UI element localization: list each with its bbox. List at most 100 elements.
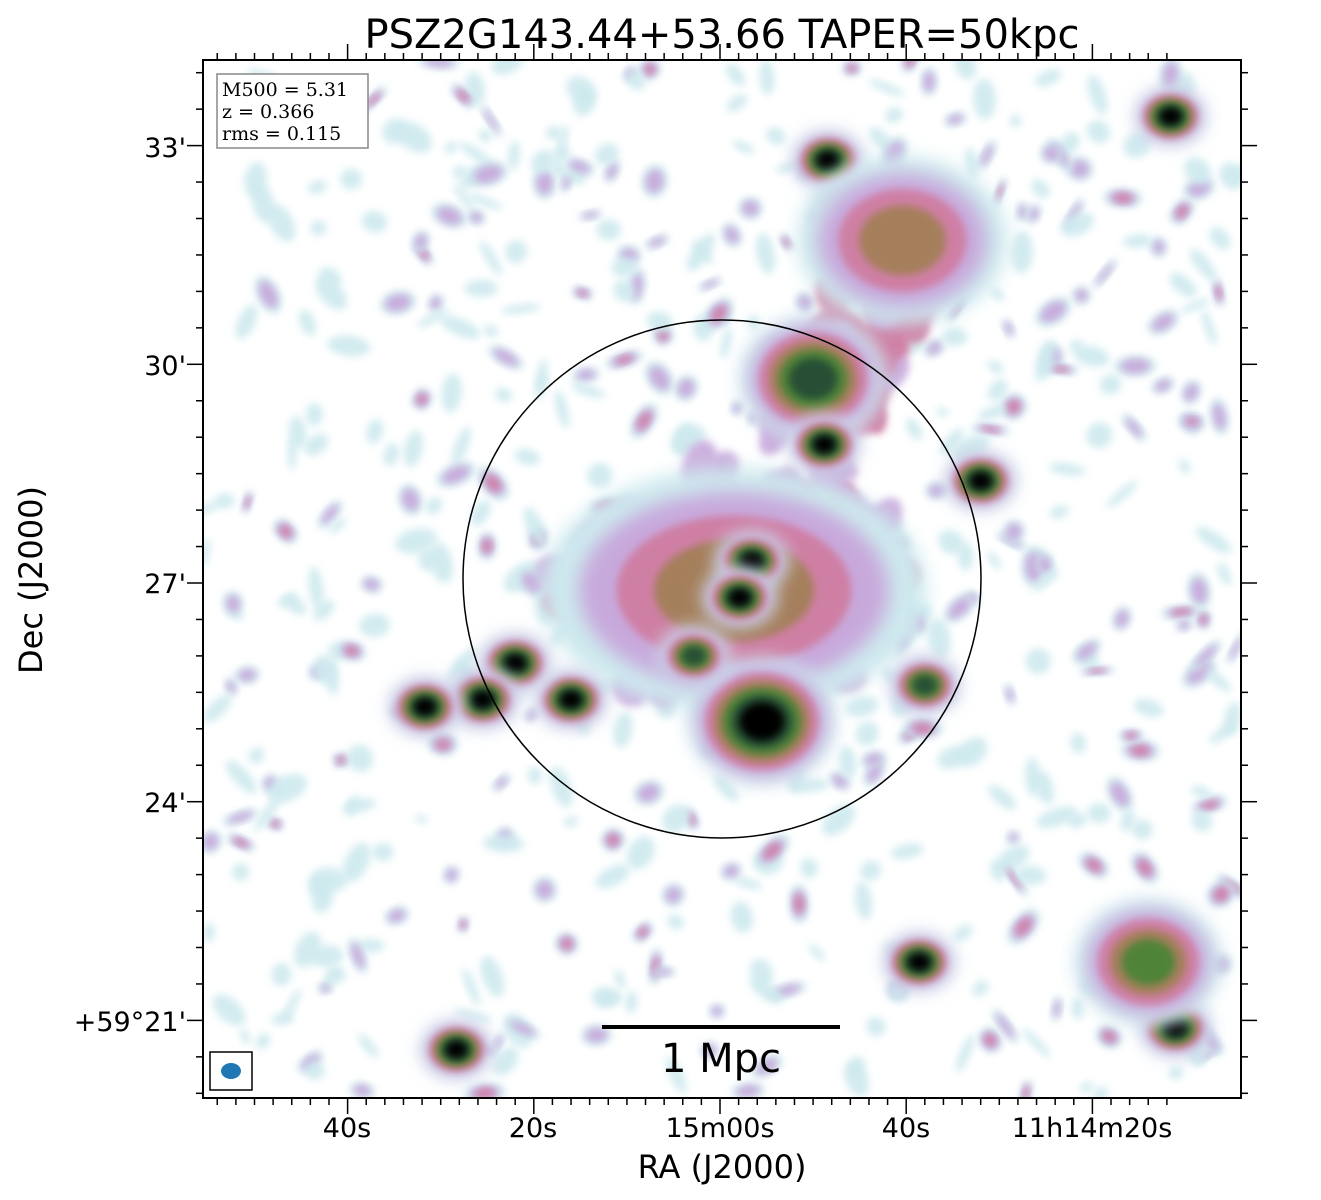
emission-map xyxy=(203,60,1241,1098)
emission-blob xyxy=(1123,131,1151,158)
emission-blob xyxy=(596,219,622,241)
emission-blob xyxy=(972,980,989,997)
emission-blob xyxy=(1186,418,1199,425)
emission-blob xyxy=(536,880,554,899)
emission-blob xyxy=(1010,231,1033,274)
emission-blob xyxy=(1007,400,1020,413)
emission-blob xyxy=(460,920,466,929)
emission-blob xyxy=(308,867,348,893)
emission-blob xyxy=(319,267,342,287)
emission-blob xyxy=(607,834,619,846)
emission-blob xyxy=(732,140,755,154)
emission-blob xyxy=(788,358,838,400)
emission-blob xyxy=(973,78,996,120)
emission-blob xyxy=(445,868,458,882)
emission-blob xyxy=(1005,686,1014,703)
emission-blob xyxy=(1113,193,1132,203)
emission-blob xyxy=(504,654,526,672)
emission-blob xyxy=(1133,698,1164,717)
emission-blob xyxy=(637,784,660,802)
plot-frame xyxy=(202,59,1242,1099)
emission-blob xyxy=(562,176,571,190)
emission-blob xyxy=(665,1056,687,1094)
emission-blob xyxy=(471,691,494,709)
emission-blob xyxy=(527,766,542,785)
emission-blob xyxy=(615,355,633,364)
emission-blob xyxy=(957,542,974,571)
emission-blob xyxy=(741,552,763,570)
emission-blob xyxy=(937,745,970,770)
emission-blob xyxy=(638,927,648,937)
emission-blob xyxy=(203,922,215,942)
emission-blob xyxy=(1087,74,1108,115)
emission-blob xyxy=(385,294,411,312)
x-tick-label: 11h14m20s xyxy=(1012,1113,1173,1144)
emission-blob xyxy=(425,497,443,515)
emission-blob xyxy=(1184,157,1212,185)
emission-blob xyxy=(454,1008,493,1023)
emission-blob xyxy=(1225,164,1241,190)
emission-blob xyxy=(253,796,281,832)
emission-blob xyxy=(553,144,571,163)
emission-blob xyxy=(988,379,1008,401)
emission-blob xyxy=(645,169,664,193)
emission-blob xyxy=(313,600,335,621)
emission-blob xyxy=(980,144,994,166)
emission-blob xyxy=(1028,207,1039,221)
emission-blob xyxy=(741,200,759,217)
emission-blob xyxy=(1180,298,1211,313)
emission-blob xyxy=(203,538,210,566)
emission-blob xyxy=(984,1034,996,1047)
emission-blob xyxy=(626,836,655,870)
emission-blob xyxy=(203,502,219,515)
emission-blob xyxy=(1195,526,1232,554)
info-rms: rms = 0.115 xyxy=(222,123,341,145)
emission-blob xyxy=(1088,669,1106,673)
emission-blob xyxy=(1138,860,1152,875)
emission-blob xyxy=(203,694,232,723)
emission-blob xyxy=(928,484,946,497)
emission-blob xyxy=(1191,811,1213,832)
emission-blob xyxy=(576,369,596,381)
emission-blob xyxy=(614,969,626,989)
emission-blob xyxy=(346,794,359,817)
emission-blob xyxy=(854,881,873,920)
emission-blob xyxy=(310,945,344,968)
emission-blob xyxy=(287,433,297,470)
emission-blob xyxy=(445,1041,468,1059)
emission-blob xyxy=(821,804,856,836)
emission-blob xyxy=(1171,609,1191,616)
emission-blob xyxy=(990,287,1005,301)
info-redshift: z = 0.366 xyxy=(222,101,314,123)
emission-blob xyxy=(1132,819,1153,840)
emission-blob xyxy=(637,412,651,429)
emission-blob xyxy=(561,938,572,949)
emission-blob xyxy=(510,1021,536,1036)
emission-blob xyxy=(868,79,906,97)
emission-blob xyxy=(587,462,613,489)
emission-blob xyxy=(658,330,668,340)
emission-blob xyxy=(258,281,278,308)
emission-blob xyxy=(1120,358,1151,374)
emission-blob xyxy=(342,842,371,883)
emission-blob xyxy=(235,304,258,339)
emission-blob xyxy=(1217,562,1232,586)
emission-blob xyxy=(585,1027,608,1043)
emission-blob xyxy=(442,465,470,484)
emission-blob xyxy=(457,90,469,102)
emission-blob xyxy=(244,162,267,198)
emission-blob xyxy=(483,834,525,853)
emission-blob xyxy=(225,760,257,794)
emission-blob xyxy=(304,433,329,456)
emission-blob xyxy=(359,613,390,638)
emission-blob xyxy=(728,589,751,607)
emission-blob xyxy=(1018,205,1028,219)
emission-blob xyxy=(724,226,739,244)
emission-blob xyxy=(1103,1031,1116,1042)
emission-blob xyxy=(328,966,346,984)
emission-blob xyxy=(942,327,968,347)
emission-blob xyxy=(464,279,498,297)
emission-blob xyxy=(1168,1066,1184,1080)
emission-blob xyxy=(469,212,483,223)
emission-blob xyxy=(613,711,633,748)
